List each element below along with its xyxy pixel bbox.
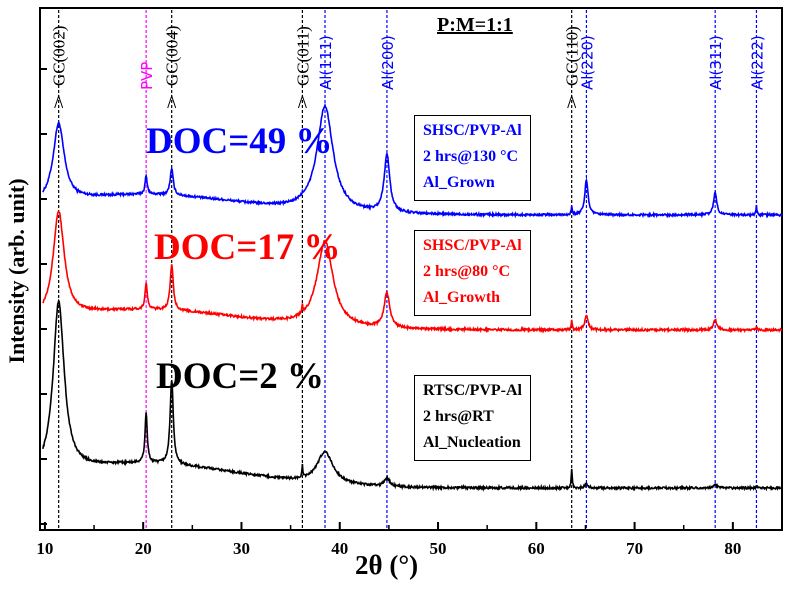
x-tick-label-0: 10 (36, 539, 53, 558)
legend-black-line1: RTSC/PVP-Al (423, 382, 522, 399)
reference-labels: GC(002) PVP GC(004) GC(011) Al(111) Al(200) GC… (50, 26, 766, 109)
series-line-1 (42, 210, 783, 334)
ref-arrow-3 (297, 94, 307, 109)
x-tick-label-5: 60 (528, 539, 545, 558)
legend-black-line3: Al_Nucleation (423, 434, 521, 451)
doc-label-blue: DOC=49 % (146, 121, 333, 162)
legend-red-line3: Al_Growth (423, 289, 501, 306)
series-layer (42, 102, 783, 492)
legend-blue-line2: 2 hrs@130 °C (423, 148, 519, 165)
doc-label-red: DOC=17 % (154, 227, 341, 268)
ref-label-3: GC(011) (293, 26, 312, 86)
legend-box-red: SHSC/PVP-Al 2 hrs@80 °C Al_Growth (414, 230, 531, 316)
ref-label-0: GC(002) (50, 26, 69, 86)
ref-label-1: PVP (138, 62, 156, 90)
ref-label-7: Al(220) (578, 35, 596, 90)
ref-arrow-0 (54, 94, 64, 109)
doc-label-black: DOC=2 % (156, 356, 325, 397)
y-axis-label: Intensity (arb. unit) (4, 178, 29, 364)
x-tick-label-6: 70 (626, 539, 643, 558)
x-tick-label-3: 40 (331, 539, 348, 558)
ref-label-5: Al(200) (379, 35, 397, 90)
legend-box-blue: SHSC/PVP-Al 2 hrs@130 °C Al_Grown (414, 115, 531, 201)
legend-black-line2: 2 hrs@RT (423, 408, 494, 425)
series-line-2 (42, 298, 783, 492)
ref-arrow-2 (167, 94, 177, 109)
legend-blue-line3: Al_Grown (423, 174, 495, 191)
plot-frame (39, 7, 783, 531)
ref-label-8: Al(311) (707, 35, 725, 90)
ref-label-6: GC(110) (563, 26, 582, 86)
ref-label-2: GC(004) (163, 26, 182, 86)
ref-label-4: Al(111) (317, 35, 335, 90)
legend-box-black: RTSC/PVP-Al 2 hrs@RT Al_Nucleation (414, 375, 531, 461)
x-axis-label: 2θ (°) (355, 550, 419, 580)
legend-blue-line1: SHSC/PVP-Al (423, 122, 522, 139)
reference-lines (58, 10, 758, 529)
legend-red-line1: SHSC/PVP-Al (423, 237, 522, 254)
series-line-0 (42, 102, 783, 219)
x-tick-label-7: 80 (724, 539, 741, 558)
x-ticks: 10 20 30 40 50 60 70 80 (36, 522, 783, 558)
ratio-label: P:M=1:1 (437, 14, 513, 36)
ref-arrow-6 (567, 94, 577, 109)
x-tick-label-1: 20 (135, 539, 152, 558)
ref-label-9: Al(222) (748, 35, 766, 90)
x-tick-label-4: 50 (430, 539, 447, 558)
x-tick-label-2: 30 (233, 539, 250, 558)
legend-red-line2: 2 hrs@80 °C (423, 263, 511, 280)
